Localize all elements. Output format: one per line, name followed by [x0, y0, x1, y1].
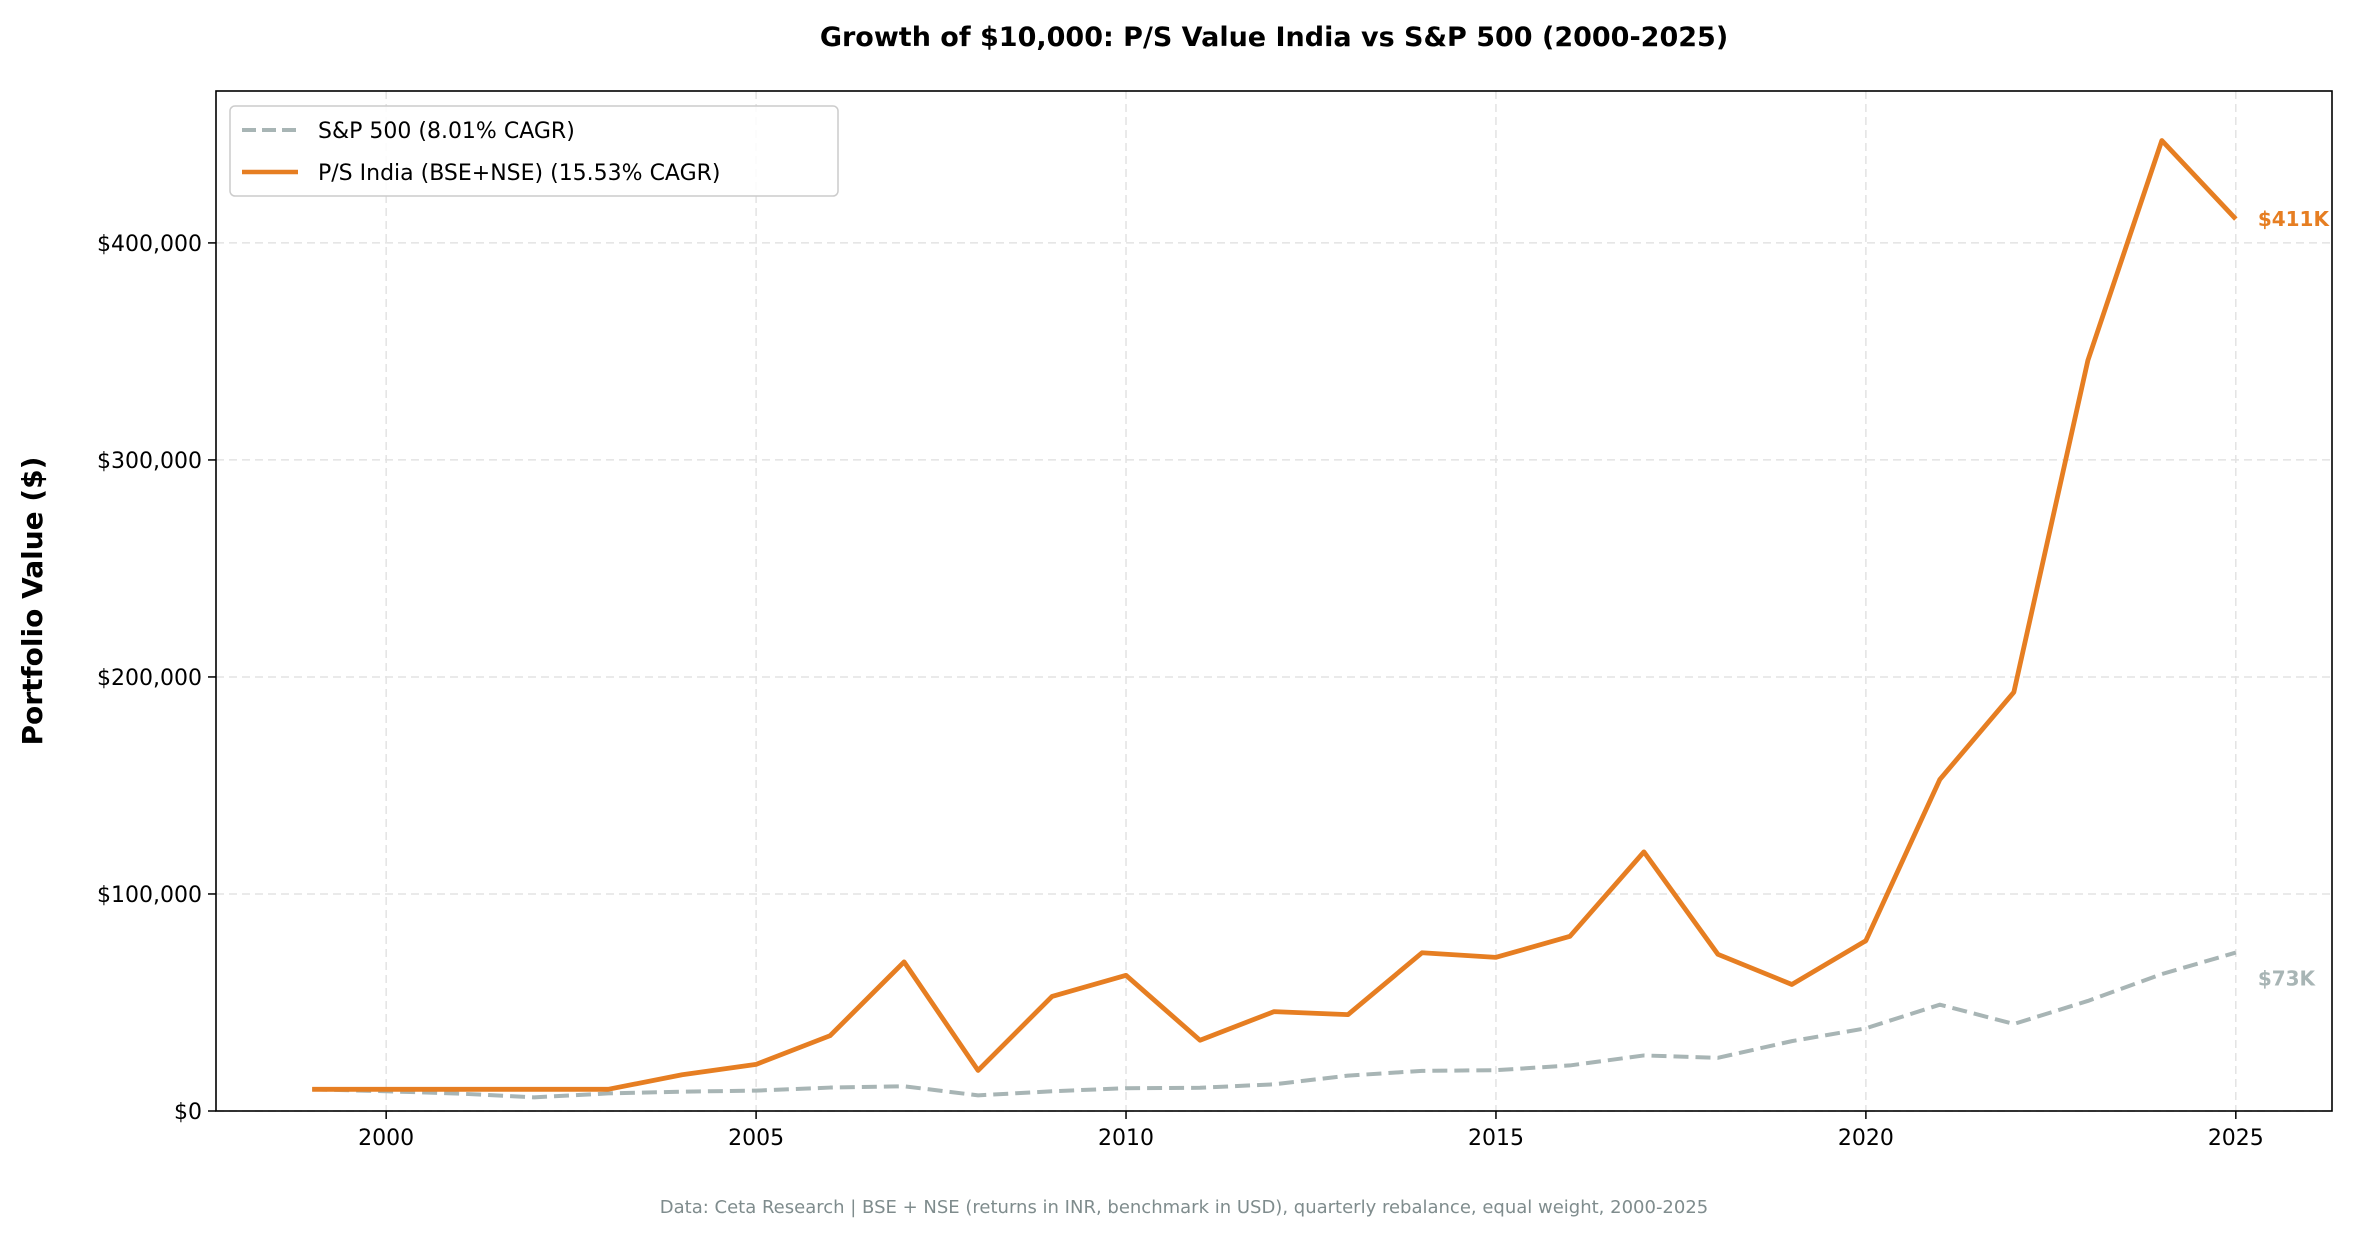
x-tick-label: 2010 — [1098, 1126, 1154, 1151]
x-tick-label: 2020 — [1838, 1126, 1894, 1151]
y-tick-label: $300,000 — [97, 449, 202, 474]
series-line-sp500 — [312, 950, 2237, 1100]
y-tick-label: $400,000 — [97, 232, 202, 257]
y-tick-label: $200,000 — [97, 666, 202, 691]
grid — [216, 91, 2332, 1112]
x-tick-label: 2025 — [2208, 1126, 2264, 1151]
footnote: Data: Ceta Research | BSE + NSE (returns… — [660, 1197, 1709, 1218]
x-tick-label: 2005 — [728, 1126, 784, 1151]
series-line-india — [312, 138, 2238, 1092]
y-tick-label: $0 — [174, 1100, 202, 1125]
legend: S&P 500 (8.01% CAGR) P/S India (BSE+NSE)… — [229, 105, 839, 197]
end-label-india: $411K — [2258, 207, 2331, 231]
y-tick-label: $100,000 — [97, 883, 202, 908]
legend-label-india: P/S India (BSE+NSE) (15.53% CAGR) — [318, 161, 721, 186]
chart-title: Growth of $10,000: P/S Value India vs S&… — [820, 22, 1728, 53]
legend-label-sp500: S&P 500 (8.01% CAGR) — [318, 119, 575, 144]
end-label-sp500: $73K — [2258, 967, 2317, 991]
axis-ticks: 2000 2005 2010 2015 2020 2025 $0 $100,000 $200,0… — [97, 232, 2264, 1151]
x-tick-label: 2000 — [358, 1126, 414, 1151]
y-axis-label: Portfolio Value ($) — [16, 457, 49, 746]
plot-frame — [215, 90, 2333, 1112]
x-tick-label: 2015 — [1468, 1126, 1524, 1151]
series-lines — [312, 138, 2238, 1100]
